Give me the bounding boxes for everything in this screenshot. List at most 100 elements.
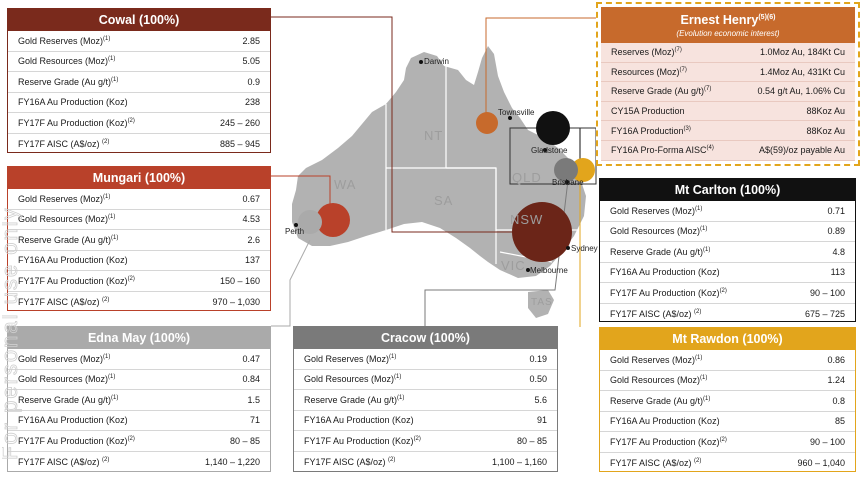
table-row: FY17F Au Production (Koz)(2) 245 – 260 [8, 113, 270, 134]
row-label-text: FY17F Au Production (Koz) [610, 287, 720, 298]
row-footnote: (1) [103, 35, 111, 42]
ernest-henry-title-line: Ernest Henry(5)(6) [601, 10, 855, 28]
dot-darwin [419, 60, 423, 64]
city-label-perth: Perth [285, 227, 305, 236]
row-footnote: (1) [111, 76, 119, 83]
table-row: FY16A Pro-Forma AISC(4) A$(59)/oz payable… [601, 141, 855, 161]
mungari-panel-title: Mungari (100%) [8, 167, 270, 189]
row-footnote: (7) [704, 86, 712, 93]
table-row: FY16A Au Production (Koz) 91 [294, 411, 557, 431]
row-value: 1,140 – 1,220 [204, 456, 260, 467]
row-value: 85 [834, 416, 845, 427]
row-label-text: Gold Reserves (Moz) [18, 193, 104, 204]
table-row: FY16A Au Production (Koz) 113 [600, 263, 855, 283]
row-value: 0.67 [242, 193, 260, 204]
row-label-text: Gold Resources (Moz) [18, 56, 109, 67]
row-label-text: FY16A Au Production (Koz) [304, 415, 414, 426]
row-label-text: FY17F Au Production (Koz) [304, 435, 414, 446]
cracow-panel-title: Cracow (100%) [294, 327, 557, 349]
watermark-text: For personal use only [2, 206, 22, 460]
table-row: FY17F AISC (A$/oz) (2) 970 – 1,030 [8, 292, 270, 313]
state-label-vic: VIC [501, 258, 526, 273]
row-label-text: Resources (Moz) [611, 66, 680, 77]
row-value: 80 – 85 [229, 435, 260, 446]
dot-townsville [508, 116, 512, 120]
row-label: FY17F AISC (A$/oz) (2) [18, 139, 109, 149]
row-label: CY15A Production [611, 106, 685, 116]
row-footnote: (1) [108, 214, 116, 221]
row-label-text: FY17F Au Production (Koz) [610, 436, 720, 447]
row-footnote: (3) [683, 125, 691, 132]
table-row: Gold Reserves (Moz)(1) 0.86 [600, 350, 855, 371]
row-label-text: Gold Reserves (Moz) [304, 353, 390, 364]
table-row: Reserve Grade (Au g/t)(1) 0.8 [600, 391, 855, 412]
row-label: FY17F Au Production (Koz)(2) [18, 118, 135, 128]
table-row: FY16A Production(3) 88Koz Au [601, 121, 855, 141]
row-footnote: (2) [127, 117, 135, 124]
row-footnote: (2) [127, 275, 135, 282]
row-value: 0.19 [529, 353, 547, 364]
row-label-text: Gold Resources (Moz) [18, 374, 109, 385]
row-value: 113 [830, 267, 845, 278]
row-label: FY17F Au Production (Koz)(2) [304, 436, 421, 446]
table-row: Gold Reserves (Moz)(1) 2.85 [8, 31, 270, 52]
table-row: Gold Resources (Moz)(1) 0.50 [294, 370, 557, 390]
row-footnote: (4) [706, 145, 714, 152]
row-footnote: (1) [703, 246, 711, 253]
row-label-text: FY17F AISC (A$/oz) [18, 456, 103, 467]
row-label: Reserves (Moz)(7) [611, 47, 682, 57]
row-footnote: (1) [394, 374, 402, 381]
row-label: Gold Reserves (Moz)(1) [610, 206, 702, 216]
mt-rawdon-rows: Gold Reserves (Moz)(1) 0.86 Gold Resources… [600, 350, 855, 473]
row-label-text: Reserve Grade (Au g/t) [304, 394, 398, 405]
dot-perth [294, 223, 298, 227]
state-label-tas: TAS [531, 297, 553, 308]
row-value: 1.4Moz Au, 431Kt Cu [759, 66, 845, 77]
row-value: 0.71 [827, 205, 845, 216]
row-label-text: Gold Resources (Moz) [304, 374, 395, 385]
row-footnote: (2) [388, 456, 396, 463]
cowal-rows: Gold Reserves (Moz)(1) 2.85 Gold Resources… [8, 31, 270, 154]
row-label: Gold Resources (Moz)(1) [18, 374, 115, 384]
row-value: 970 – 1,030 [212, 296, 260, 307]
row-label-text: FY17F AISC (A$/oz) [610, 457, 695, 468]
row-label-text: FY17F Au Production (Koz) [18, 435, 128, 446]
row-label: Reserve Grade (Au g/t)(1) [304, 395, 404, 405]
row-label: FY17F Au Production (Koz)(2) [610, 437, 727, 447]
row-label: FY16A Au Production (Koz) [304, 415, 414, 425]
row-label-text: FY16A Au Production (Koz) [610, 416, 720, 427]
row-value: A$(59)/oz payable Au [758, 145, 845, 156]
row-value: 1,100 – 1,160 [491, 456, 547, 467]
row-label-text: FY17F AISC (A$/oz) [610, 308, 695, 319]
row-value: 0.8 [832, 395, 845, 406]
table-row: CY15A Production 88Koz Au [601, 102, 855, 122]
row-footnote: (1) [695, 354, 703, 361]
connector-ernest [485, 17, 596, 122]
bubble-mungari [316, 203, 350, 237]
cowal-panel-title: Cowal (100%) [8, 9, 270, 31]
table-row: FY16A Au Production (Koz) 71 [8, 411, 270, 431]
mt-rawdon-panel-title: Mt Rawdon (100%) [600, 328, 855, 350]
table-row: FY17F AISC (A$/oz) (2) 1,100 – 1,160 [294, 452, 557, 473]
row-label-text: FY17F AISC (A$/oz) [304, 456, 389, 467]
row-value: 88Koz Au [806, 106, 845, 117]
table-row: FY17F Au Production (Koz)(2) 90 – 100 [600, 283, 855, 304]
row-footnote: (1) [700, 375, 708, 382]
row-label: Reserve Grade (Au g/t)(1) [18, 235, 118, 245]
city-dots [294, 60, 570, 272]
table-row: Reserve Grade (Au g/t)(1) 1.5 [8, 390, 270, 411]
table-row: FY17F Au Production (Koz)(2) 90 – 100 [600, 432, 855, 453]
row-footnote: (1) [397, 394, 405, 401]
row-footnote: (2) [719, 436, 727, 443]
row-label: FY16A Au Production (Koz) [610, 267, 720, 277]
table-row: Gold Resources (Moz)(1) 4.53 [8, 210, 270, 230]
table-row: Reserve Grade (Au g/t)(1) 4.8 [600, 242, 855, 263]
row-label: Gold Resources (Moz)(1) [18, 56, 115, 66]
row-label-text: Reserve Grade (Au g/t) [610, 246, 704, 257]
table-row: FY17F Au Production (Koz)(2) 80 – 85 [8, 431, 270, 452]
row-footnote: (2) [694, 457, 702, 464]
row-label-text: FY16A Pro-Forma AISC [611, 145, 707, 156]
row-label-text: Gold Reserves (Moz) [610, 354, 696, 365]
row-value: 0.89 [827, 226, 845, 237]
